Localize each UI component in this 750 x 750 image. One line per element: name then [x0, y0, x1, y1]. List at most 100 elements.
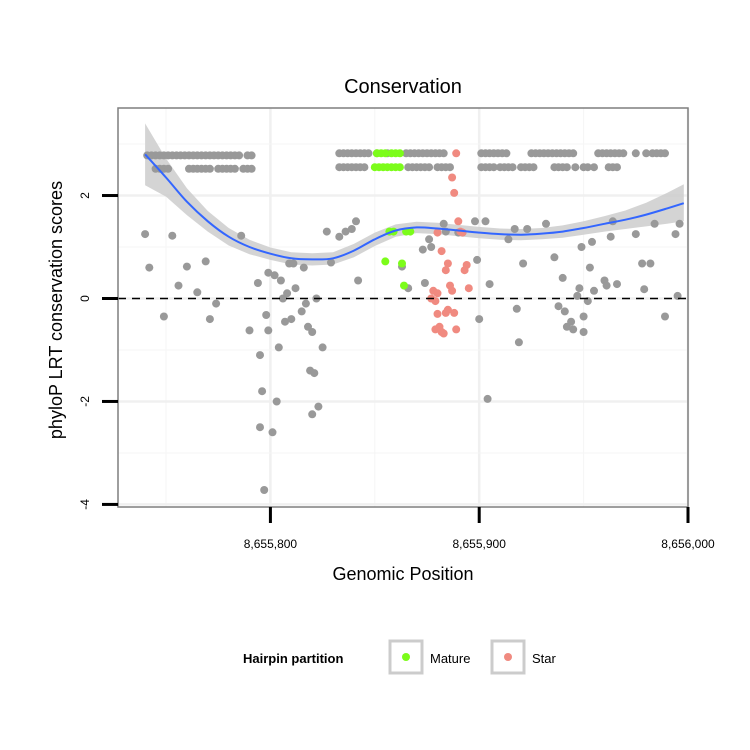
legend-title: Hairpin partition — [243, 651, 343, 666]
point-other — [523, 225, 532, 233]
point-other — [145, 263, 154, 272]
smooth-curve — [144, 153, 685, 261]
point-mature — [381, 257, 390, 266]
point-other — [569, 149, 578, 158]
point-other — [475, 315, 484, 324]
point-other — [554, 302, 563, 311]
point-other — [287, 315, 296, 324]
point-other — [502, 149, 511, 158]
point-other — [650, 219, 659, 228]
point-other — [519, 259, 528, 268]
point-other — [168, 231, 177, 240]
point-other — [583, 163, 592, 172]
point-other — [335, 232, 344, 241]
panel-border — [117, 107, 689, 508]
point-star — [433, 309, 442, 318]
point-other — [299, 263, 308, 272]
point-other — [446, 163, 454, 172]
legend-key-mature-dot — [402, 653, 410, 661]
point-other — [439, 149, 448, 158]
point-other — [579, 328, 588, 336]
point-other — [258, 387, 267, 396]
legend-item-mature: Mature — [388, 639, 470, 675]
point-other — [508, 163, 517, 172]
point-mature — [395, 149, 404, 158]
point-other — [642, 149, 651, 158]
point-other — [291, 284, 300, 293]
point-star — [448, 286, 457, 295]
point-other — [201, 257, 210, 266]
point-other — [301, 299, 310, 308]
point-other — [562, 163, 571, 172]
point-other — [262, 311, 271, 319]
point-other — [569, 325, 578, 334]
point-other — [318, 343, 327, 352]
point-star — [441, 266, 450, 275]
point-other — [354, 276, 363, 285]
point-other — [558, 273, 567, 282]
point-other — [247, 164, 256, 173]
point-other — [571, 163, 580, 172]
point-star — [429, 286, 438, 295]
point-star — [437, 247, 446, 256]
point-other — [590, 163, 598, 172]
point-other — [364, 149, 373, 158]
point-other — [675, 219, 684, 228]
point-mature — [381, 149, 390, 158]
point-other — [579, 312, 588, 321]
point-other — [235, 151, 244, 160]
point-other — [671, 230, 680, 239]
point-other — [661, 312, 669, 321]
x-tick-label: 8,655,800 — [244, 537, 298, 551]
point-other — [297, 307, 306, 316]
legend-key-star-box — [490, 639, 526, 675]
point-other — [245, 326, 254, 335]
legend: Hairpin partition Mature Star — [243, 639, 557, 675]
point-other — [268, 428, 277, 437]
point-other — [481, 217, 490, 226]
point-other — [308, 328, 317, 336]
point-other — [560, 307, 569, 316]
point-other — [418, 245, 427, 254]
point-other — [483, 394, 492, 403]
point-other — [274, 343, 283, 352]
point-other — [573, 291, 582, 300]
point-star — [448, 173, 457, 182]
point-other — [352, 217, 360, 226]
point-other — [276, 276, 285, 285]
point-star — [452, 149, 461, 158]
point-mature — [406, 227, 415, 236]
point-other — [606, 232, 615, 241]
point-star — [431, 325, 440, 334]
point-other — [247, 151, 256, 160]
point-other — [212, 299, 221, 308]
point-other — [550, 253, 559, 262]
point-mature — [398, 259, 406, 268]
point-other — [230, 164, 239, 173]
point-other — [542, 219, 550, 228]
point-other — [585, 263, 594, 272]
point-other — [141, 230, 150, 239]
y-tick-label: 0 — [78, 295, 92, 302]
point-other — [510, 225, 519, 233]
point-other — [613, 280, 621, 289]
point-other — [640, 285, 649, 294]
point-other — [567, 317, 576, 326]
point-other — [485, 280, 494, 289]
point-star — [462, 261, 471, 269]
smooth-confidence-band — [145, 123, 684, 266]
point-star — [454, 217, 463, 226]
chart-title: Conservation — [344, 76, 462, 98]
point-other — [631, 230, 640, 239]
point-other — [420, 279, 429, 287]
point-other — [205, 164, 214, 173]
point-other — [256, 351, 264, 360]
point-other — [205, 315, 214, 324]
point-other — [327, 258, 335, 267]
point-other — [427, 243, 436, 251]
point-other — [631, 149, 640, 158]
point-other — [314, 402, 323, 411]
point-other — [514, 338, 523, 347]
point-other — [613, 163, 621, 172]
point-other — [638, 259, 647, 268]
